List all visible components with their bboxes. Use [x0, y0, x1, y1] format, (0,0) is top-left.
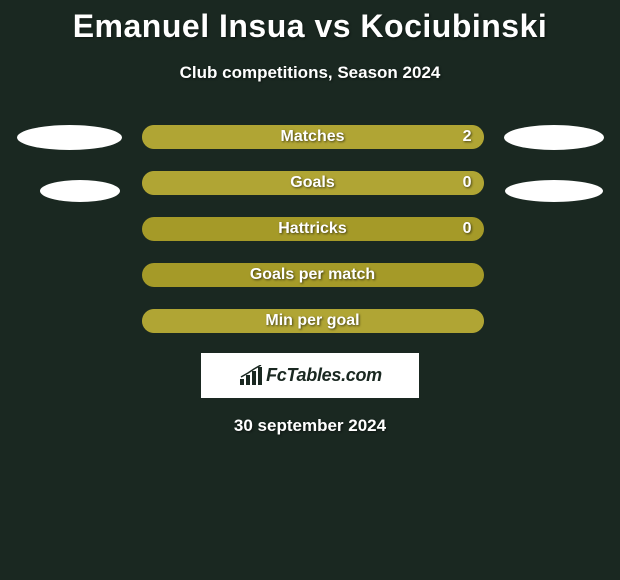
stat-label: Min per goal [265, 312, 359, 330]
stat-label: Goals [290, 174, 334, 192]
player-oval-indicator [505, 180, 603, 202]
stat-label: Matches [280, 128, 344, 146]
logo-text: FcTables.com [266, 365, 382, 386]
stat-row: Min per goal [142, 309, 484, 333]
stats-area: Matches 2 Goals 0 Hattricks 0 Goals per match M… [0, 125, 620, 333]
right-player-indicators [504, 125, 604, 202]
stat-row: Goals 0 [142, 171, 484, 195]
stat-value: 0 [463, 220, 472, 238]
stat-row: Hattricks 0 [142, 217, 484, 241]
fctables-logo[interactable]: FcTables.com [201, 353, 419, 398]
date-label: 30 september 2024 [0, 416, 620, 436]
left-player-indicators [17, 125, 122, 202]
player-oval-indicator [17, 125, 122, 150]
player-oval-indicator [40, 180, 120, 202]
stat-value: 0 [463, 174, 472, 192]
comparison-widget: Emanuel Insua vs Kociubinski Club compet… [0, 0, 620, 436]
stat-row: Goals per match [142, 263, 484, 287]
stat-row: Matches 2 [142, 125, 484, 149]
chart-bars-icon [238, 365, 264, 387]
page-title: Emanuel Insua vs Kociubinski [0, 8, 620, 45]
stat-label: Hattricks [278, 220, 346, 238]
stat-rows: Matches 2 Goals 0 Hattricks 0 Goals per match M… [142, 125, 484, 333]
stat-label: Goals per match [250, 266, 375, 284]
player-oval-indicator [504, 125, 604, 150]
stat-value: 2 [463, 128, 472, 146]
subtitle: Club competitions, Season 2024 [0, 63, 620, 83]
